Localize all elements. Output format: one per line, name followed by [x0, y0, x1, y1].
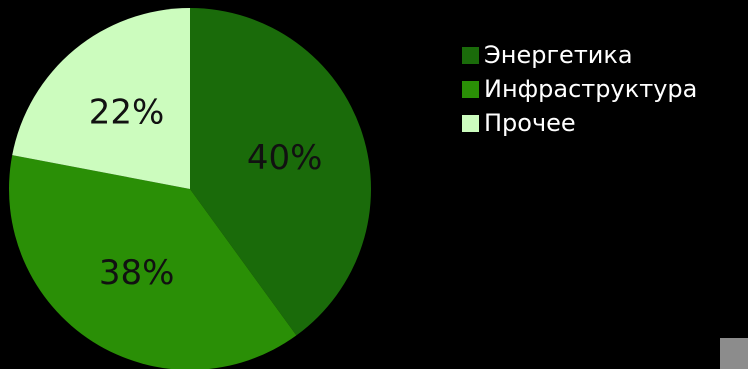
corner-gray-block: [720, 338, 748, 369]
pie-slice-energy: [190, 8, 371, 336]
legend-item-other: Прочее: [462, 106, 697, 140]
legend-label: Прочее: [484, 109, 576, 137]
data-label-infrastructure: 38%: [99, 253, 175, 293]
pie-slice-other: [12, 8, 190, 189]
chart-legend: Энергетика Инфраструктура Прочее: [462, 38, 697, 140]
legend-swatch: [462, 46, 479, 64]
data-label-other: 22%: [89, 92, 165, 132]
data-label-energy: 40%: [247, 138, 323, 178]
legend-item-energy: Энергетика: [462, 38, 697, 72]
legend-label: Энергетика: [484, 41, 633, 69]
legend-swatch: [462, 80, 479, 98]
pie-slice-infrastructure: [9, 155, 297, 369]
legend-item-infrastructure: Инфраструктура: [462, 72, 697, 106]
legend-swatch: [462, 114, 479, 132]
legend-label: Инфраструктура: [484, 75, 698, 103]
